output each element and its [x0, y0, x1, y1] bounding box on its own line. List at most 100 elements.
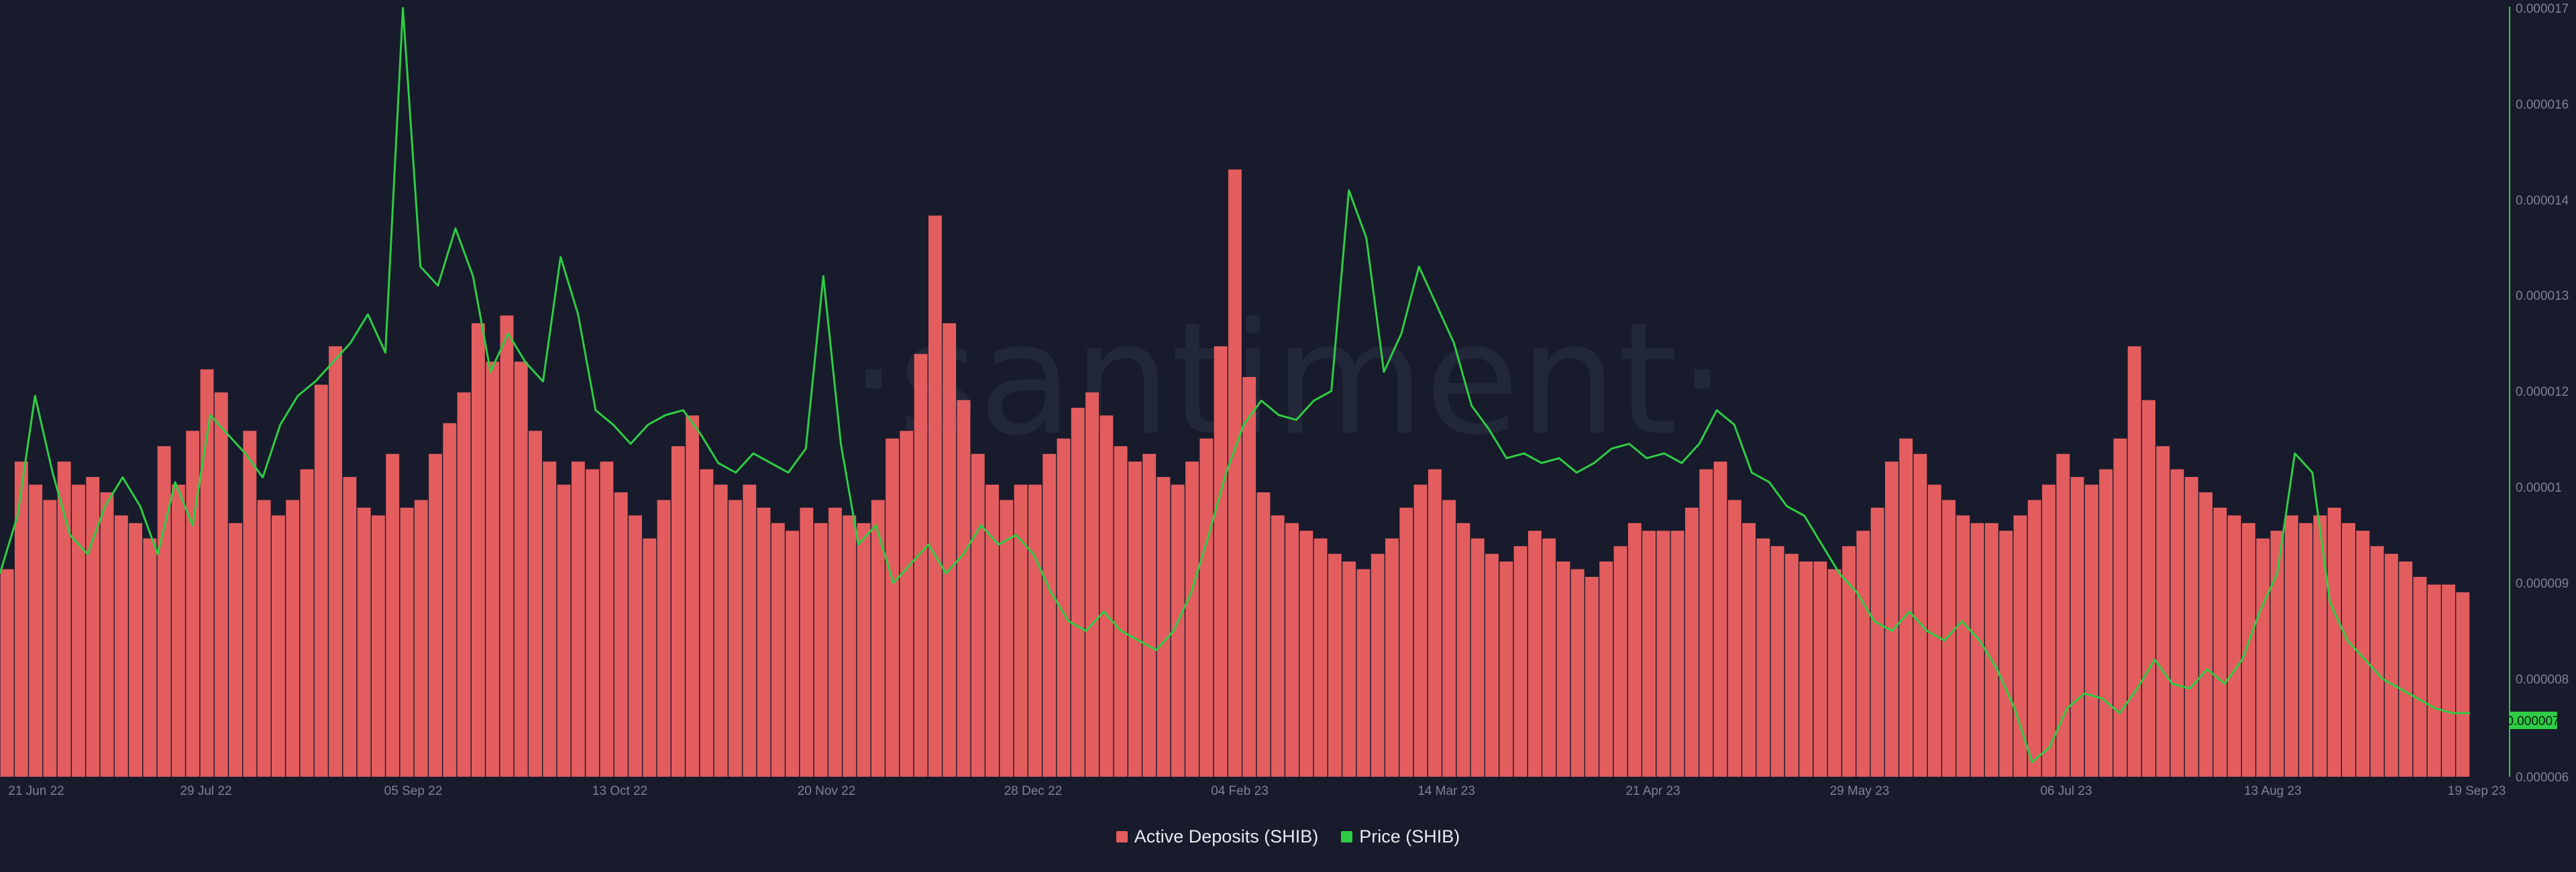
x-axis-tick-label: 13 Oct 22	[592, 784, 647, 798]
santiment-watermark: ·santiment·	[849, 290, 1727, 470]
deposit-bar	[14, 461, 28, 777]
deposit-bar	[2270, 531, 2284, 777]
deposit-bar	[129, 523, 143, 777]
deposit-bar	[1028, 484, 1042, 777]
deposit-bar	[300, 469, 314, 777]
deposit-bar	[1927, 484, 1941, 777]
deposit-bar	[1799, 561, 1813, 777]
deposit-bar	[729, 500, 742, 777]
deposit-bar	[1699, 469, 1713, 777]
deposit-bar	[671, 446, 685, 777]
deposit-bar	[1713, 461, 1727, 777]
deposit-bar	[885, 438, 900, 777]
deposit-bar	[1128, 461, 1142, 777]
deposit-bar	[286, 500, 300, 777]
deposit-bar	[871, 500, 885, 777]
deposit-bar	[614, 492, 628, 777]
deposit-bar	[2356, 531, 2370, 777]
deposit-bar	[357, 507, 371, 777]
deposit-bar	[2227, 515, 2241, 777]
deposit-bar	[2370, 546, 2384, 777]
right-axis-tick-label: 0.000016	[2516, 98, 2569, 112]
price-line	[0, 7, 2470, 763]
deposit-bar	[1428, 469, 1442, 777]
deposit-bar	[1785, 553, 1799, 777]
deposit-bar	[186, 431, 200, 777]
deposit-bar	[0, 569, 14, 777]
deposit-bar	[2184, 477, 2198, 777]
deposit-bar	[1085, 392, 1099, 777]
deposit-bar	[1228, 169, 1242, 777]
deposit-bar	[1627, 523, 1642, 777]
x-axis-tick-label: 20 Nov 22	[798, 784, 856, 798]
deposit-bar	[2170, 469, 2184, 777]
deposit-bar	[443, 423, 457, 777]
deposit-bar	[714, 484, 728, 777]
deposit-bar	[1142, 453, 1157, 777]
deposit-bar	[57, 461, 71, 777]
legend-item-active-deposits[interactable]: Active Deposits (SHIB)	[1116, 826, 1318, 847]
deposit-bar	[229, 523, 243, 777]
deposit-bar	[800, 507, 814, 777]
deposit-bar	[1399, 507, 1413, 777]
deposit-bar	[2070, 477, 2084, 777]
deposit-bar	[529, 431, 542, 777]
deposit-bar	[471, 323, 485, 777]
deposit-bar	[757, 507, 771, 777]
deposit-bar	[1413, 484, 1428, 777]
deposit-bar	[1642, 531, 1656, 777]
deposit-bar	[1527, 531, 1542, 777]
right-axis-tick-label: 0.000017	[2516, 2, 2569, 16]
deposit-bar	[2199, 492, 2213, 777]
deposit-bar	[1842, 546, 1856, 777]
deposit-bar	[971, 453, 985, 777]
right-axis-tick-label: 0.000014	[2516, 194, 2569, 208]
deposit-bar	[657, 500, 671, 777]
deposit-bar	[1356, 569, 1371, 777]
x-axis-tick-label: 19 Sep 23	[2448, 784, 2506, 798]
legend-item-price[interactable]: Price (SHIB)	[1341, 826, 1460, 847]
deposit-bar	[686, 415, 700, 777]
deposit-bar	[1328, 553, 1342, 777]
deposit-bar	[1513, 546, 1527, 777]
x-axis-tick-label: 05 Sep 22	[384, 784, 443, 798]
deposit-bar	[1285, 523, 1299, 777]
deposit-bar	[329, 346, 342, 777]
deposit-bar	[2084, 484, 2098, 777]
deposit-bar	[314, 384, 328, 777]
deposit-bar	[1371, 553, 1385, 777]
x-axis-tick-label: 06 Jul 23	[2040, 784, 2092, 798]
deposit-bar	[843, 515, 857, 777]
deposit-bar	[343, 477, 357, 777]
deposit-bar	[771, 523, 785, 777]
deposit-bar	[1742, 523, 1756, 777]
deposit-bar	[1185, 461, 1199, 777]
deposit-bar	[1456, 523, 1470, 777]
deposit-bar	[814, 523, 828, 777]
deposit-bar	[2213, 507, 2227, 777]
deposit-bar	[828, 507, 842, 777]
deposit-bar	[1884, 461, 1898, 777]
deposit-bar	[1984, 523, 1998, 777]
deposit-bar	[429, 453, 442, 777]
deposit-bar	[1042, 453, 1057, 777]
legend-swatch-price	[1341, 831, 1353, 842]
deposit-bar	[1199, 438, 1214, 777]
deposit-bar	[600, 461, 614, 777]
deposit-bar	[2442, 584, 2455, 777]
deposit-bar	[43, 500, 57, 777]
deposit-bar	[1685, 507, 1699, 777]
deposit-bar	[629, 515, 642, 777]
deposit-bar	[2042, 484, 2055, 777]
deposit-bar	[257, 500, 271, 777]
deposit-bar	[2384, 553, 2398, 777]
deposit-bar	[857, 523, 871, 777]
x-axis-tick-label: 21 Apr 23	[1625, 784, 1680, 798]
deposit-bar	[1656, 531, 1670, 777]
deposit-bar	[1556, 561, 1570, 777]
deposit-bar	[786, 531, 800, 777]
deposit-bar	[2256, 538, 2270, 777]
price-line-layer	[0, 7, 2470, 763]
deposit-bar	[457, 392, 471, 777]
